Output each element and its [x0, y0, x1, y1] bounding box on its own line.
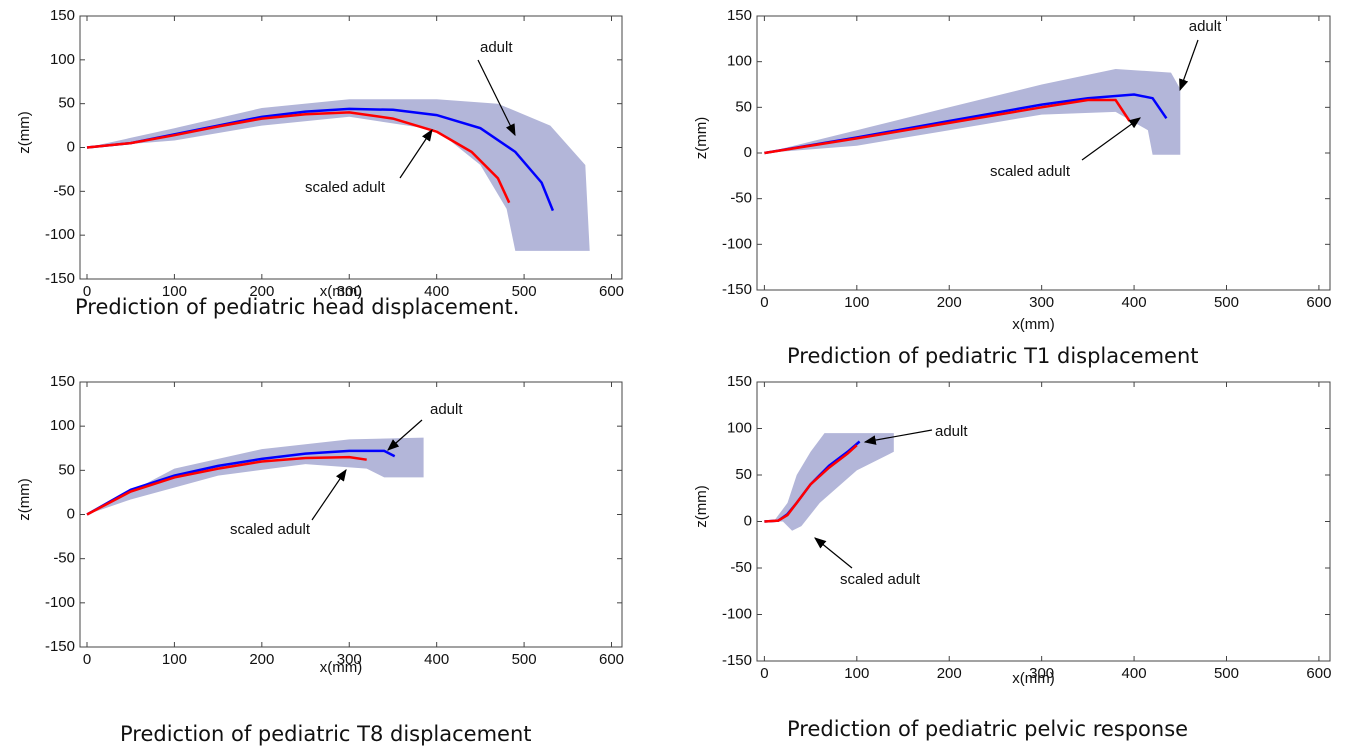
x-tick-label: 300: [337, 283, 362, 300]
x-axis-label: x(mm): [320, 283, 362, 300]
annotation-arrow: [863, 429, 933, 445]
y-tick-label: 150: [50, 373, 75, 390]
x-tick-label: 200: [937, 294, 962, 311]
y-tick-label: -100: [722, 605, 752, 622]
y-tick-label: 50: [58, 95, 75, 112]
annotation: adult: [1189, 18, 1222, 35]
x-tick-label: 300: [1029, 294, 1054, 311]
x-tick-label: 200: [249, 651, 274, 668]
y-tick-label: 0: [67, 138, 75, 155]
y-axis-label: z(mm): [16, 478, 33, 520]
annotation-arrow: [477, 59, 516, 137]
corridor: [764, 69, 1181, 155]
axes-frame: [79, 381, 623, 648]
annotation: scaled adult: [305, 179, 386, 196]
y-tick-label: -150: [45, 270, 75, 287]
series-line: [764, 444, 858, 523]
x-tick-label: 200: [249, 283, 274, 300]
y-tick-label: 100: [727, 419, 752, 436]
corridor: [773, 433, 894, 531]
y-axis-label: z(mm): [16, 111, 33, 153]
y-tick-label: -150: [722, 652, 752, 669]
x-tick-label: 100: [844, 294, 869, 311]
x-tick-label: 500: [512, 651, 537, 668]
annotation-arrow: [387, 419, 423, 451]
chart-title: Prediction of pediatric T8 displacement: [120, 722, 532, 746]
x-tick-label: 100: [844, 665, 869, 682]
y-axis-label: z(mm): [693, 117, 710, 159]
axes-frame: [756, 381, 1331, 662]
x-tick-label: 0: [83, 283, 91, 300]
y-tick-label: 50: [58, 461, 75, 478]
y-tick-label: 100: [50, 51, 75, 68]
x-tick-label: 100: [162, 651, 187, 668]
annotation: adult: [430, 401, 463, 418]
x-tick-label: 400: [424, 283, 449, 300]
x-tick-label: 300: [337, 651, 362, 668]
corridor: [87, 437, 424, 515]
x-tick-label: 500: [512, 283, 537, 300]
annotation: scaled adult: [990, 163, 1071, 180]
x-tick-label: 600: [599, 651, 624, 668]
x-tick-label: 200: [937, 665, 962, 682]
x-tick-label: 500: [1214, 294, 1239, 311]
x-tick-label: 600: [1306, 294, 1331, 311]
annotation: adult: [480, 39, 513, 56]
x-tick-label: 0: [83, 651, 91, 668]
annotation: scaled adult: [230, 521, 311, 538]
series-line: [86, 111, 511, 204]
annotation-arrow: [1081, 117, 1141, 161]
annotation: adult: [935, 423, 968, 440]
x-tick-label: 600: [1306, 665, 1331, 682]
x-tick-label: 0: [760, 665, 768, 682]
y-tick-label: 150: [727, 373, 752, 390]
x-tick-label: 400: [424, 651, 449, 668]
series-line: [764, 98, 1131, 155]
x-tick-label: 0: [760, 294, 768, 311]
y-tick-label: 50: [735, 98, 752, 115]
y-tick-label: 50: [735, 466, 752, 483]
y-tick-label: 100: [50, 417, 75, 434]
y-tick-label: -100: [45, 226, 75, 243]
x-axis-label: x(mm): [1012, 670, 1054, 687]
y-tick-label: 100: [727, 53, 752, 70]
y-tick-label: -50: [53, 550, 75, 567]
x-tick-label: 400: [1122, 665, 1147, 682]
annotation-arrow: [311, 469, 347, 521]
y-tick-label: -100: [722, 235, 752, 252]
x-axis-label: x(mm): [1012, 316, 1054, 333]
y-tick-label: 0: [67, 505, 75, 522]
y-tick-label: 150: [727, 7, 752, 24]
chart-title: Prediction of pediatric head displacemen…: [75, 295, 519, 319]
y-tick-label: -150: [722, 281, 752, 298]
x-tick-label: 500: [1214, 665, 1239, 682]
x-axis-label: x(mm): [320, 659, 362, 676]
y-tick-label: 150: [50, 7, 75, 24]
corridor: [87, 99, 590, 251]
annotation-arrow: [399, 129, 433, 179]
series-line: [86, 455, 367, 516]
axes-frame: [756, 15, 1331, 291]
y-tick-label: -100: [45, 594, 75, 611]
y-tick-label: 0: [744, 144, 752, 161]
y-axis-label: z(mm): [693, 485, 710, 527]
chart-title: Prediction of pediatric pelvic response: [787, 717, 1188, 741]
annotation: scaled adult: [840, 571, 921, 588]
x-tick-label: 300: [1029, 665, 1054, 682]
series-line: [86, 449, 396, 516]
x-tick-label: 100: [162, 283, 187, 300]
chart-title: Prediction of pediatric T1 displacement: [787, 344, 1199, 368]
x-tick-label: 400: [1122, 294, 1147, 311]
x-tick-label: 600: [599, 283, 624, 300]
annotation-arrow: [814, 537, 853, 569]
y-tick-label: -50: [53, 182, 75, 199]
y-tick-label: 0: [744, 512, 752, 529]
y-tick-label: -150: [45, 638, 75, 655]
y-tick-label: -50: [730, 190, 752, 207]
y-tick-label: -50: [730, 559, 752, 576]
annotation-arrow: [1179, 39, 1199, 92]
